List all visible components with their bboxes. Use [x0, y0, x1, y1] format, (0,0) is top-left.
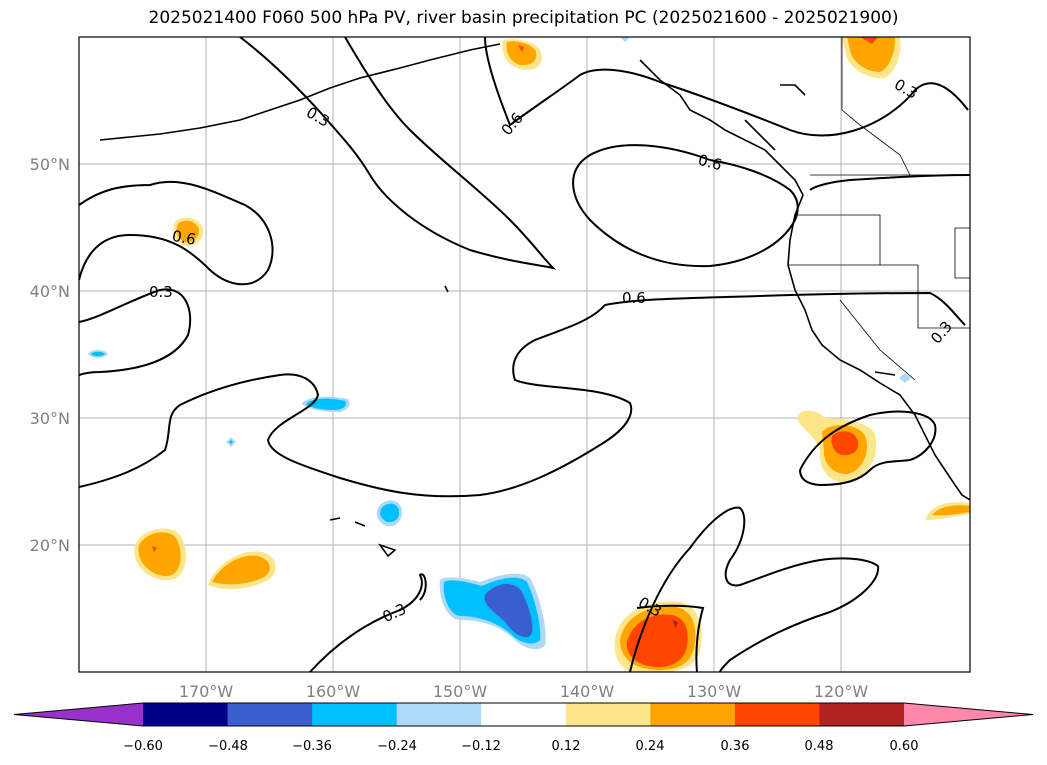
colorbar-tick-label: −0.24 [377, 739, 417, 754]
lon-tick-label: 160°W [306, 682, 361, 701]
colorbar-segment [396, 703, 482, 726]
colorbar [13, 702, 1034, 727]
precip-negative-areas [88, 37, 911, 650]
precip-positive-areas [134, 37, 970, 672]
colorbar-extend-high [904, 703, 1033, 726]
lon-tick-labels: 170°W 160°W 150°W 140°W 130°W 120°W [179, 682, 869, 701]
colorbar-segment [650, 703, 736, 726]
colorbar-tick-label: −0.36 [292, 739, 332, 754]
colorbar-segment [312, 703, 398, 726]
lat-tick-label: 40°N [30, 282, 70, 301]
pv-contours [79, 37, 970, 672]
colorbar-tick-label: −0.60 [123, 739, 163, 754]
contour-label-group: 0.3 0.6 0.3 0.6 0.6 0.3 0.6 0.3 0.3 0.3 [149, 75, 956, 626]
colorbar-segment [481, 703, 567, 726]
colorbar-segment [143, 703, 229, 726]
colorbar-tick-label: 0.48 [805, 739, 834, 754]
colorbar-outline [13, 702, 1034, 727]
contour-label: 0.3 [380, 600, 409, 626]
contour-label: 0.6 [171, 227, 198, 249]
lon-tick-label: 170°W [179, 682, 234, 701]
colorbar-segment [734, 703, 820, 726]
map-title: 2025021400 F060 500 hPa PV, river basin … [148, 8, 899, 28]
colorbar-tick-label: −0.12 [461, 739, 501, 754]
colorbar-tick-label: 0.36 [721, 739, 750, 754]
lat-tick-label: 50°N [30, 155, 70, 174]
colorbar-tick-label: 0.12 [552, 739, 581, 754]
lat-tick-label: 30°N [30, 409, 70, 428]
colorbar-tick-label: −0.48 [208, 739, 248, 754]
colorbar-tick-labels: −0.60 −0.48 −0.36 −0.24 −0.12 0.12 0.24 … [123, 739, 918, 754]
contour-label: 0.3 [927, 318, 956, 348]
lon-tick-label: 150°W [433, 682, 488, 701]
contour-label: 0.3 [303, 103, 333, 131]
contour-label: 0.6 [622, 289, 646, 307]
map-frame [78, 36, 971, 673]
colorbar-segment [819, 703, 905, 726]
lon-tick-label: 140°W [560, 682, 615, 701]
contour-label: 0.6 [498, 109, 527, 139]
coastlines [99, 43, 970, 558]
contour-label: 0.6 [696, 151, 724, 175]
political-borders [788, 37, 970, 381]
lat-tick-label: 20°N [30, 536, 70, 555]
lon-tick-label: 120°W [814, 682, 869, 701]
map-plot-area: 0.3 0.6 0.3 0.6 0.6 0.3 0.6 0.3 0.3 0.3 [79, 37, 970, 672]
contour-label: 0.3 [891, 75, 921, 103]
colorbar-extend-low [14, 703, 143, 726]
colorbar-segment [565, 703, 651, 726]
lat-tick-labels: 20°N 30°N 40°N 50°N [30, 155, 70, 555]
colorbar-tick-label: 0.24 [636, 739, 665, 754]
contour-label: 0.3 [149, 283, 173, 301]
graticule [79, 37, 970, 672]
colorbar-segment [227, 703, 313, 726]
lon-tick-label: 130°W [687, 682, 742, 701]
colorbar-tick-label: 0.60 [890, 739, 919, 754]
